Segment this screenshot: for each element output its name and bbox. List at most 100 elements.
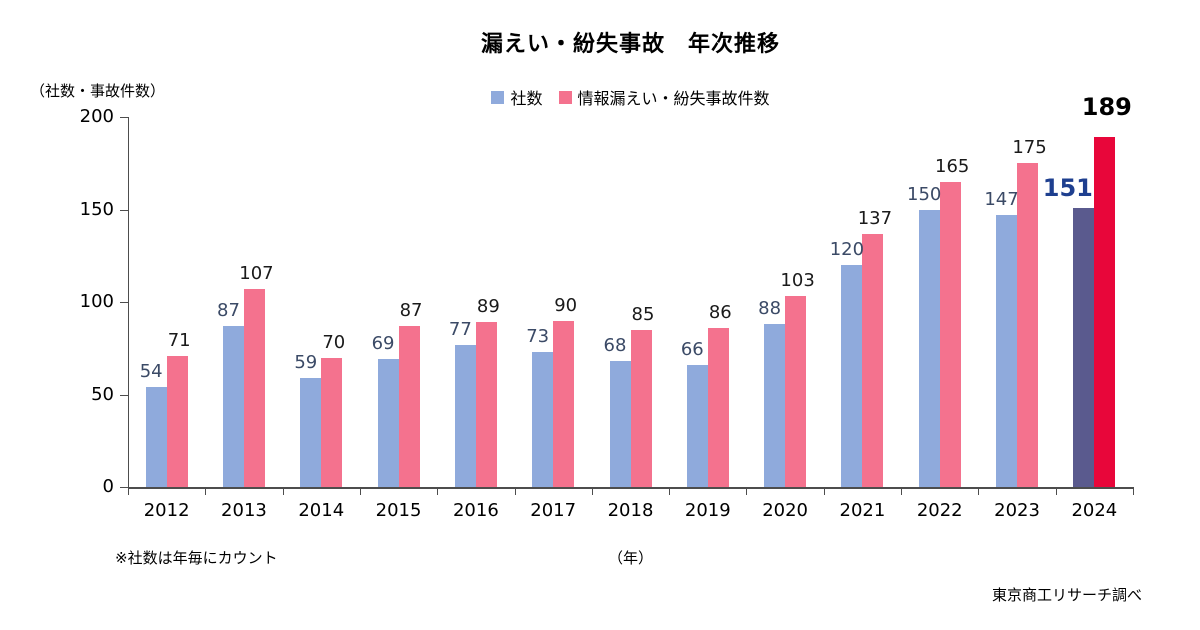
bar-value-label-2023: 175 <box>1012 137 1047 159</box>
bar-社数-2018 <box>609 361 631 487</box>
bar-社数-2017 <box>532 351 554 487</box>
bar-value-label-2018: 68 <box>603 335 627 357</box>
bar-情報漏えい・紛失事故件数-2014 <box>321 357 343 487</box>
bar-社数-2015 <box>377 359 399 487</box>
x-category-label-2013: 2013 <box>221 500 267 521</box>
bar-社数-2020 <box>764 324 786 487</box>
bar-value-label-2016: 89 <box>476 296 500 318</box>
legend-label-companies: 社数 <box>510 89 543 108</box>
x-axis-tick <box>1133 489 1134 495</box>
x-axis-tick <box>746 489 748 495</box>
x-axis-line <box>128 487 1134 489</box>
x-axis-unit-label: （年） <box>607 549 653 567</box>
x-axis-tick <box>1055 489 1057 495</box>
legend-swatch-companies-icon <box>491 90 505 104</box>
bar-value-label-2021: 137 <box>857 207 893 229</box>
y-axis-line <box>128 117 129 487</box>
bar-情報漏えい・紛失事故件数-2021 <box>862 233 884 487</box>
x-category-label-2024: 2024 <box>1071 500 1118 521</box>
x-axis-tick <box>437 489 439 495</box>
x-category-label-2021: 2021 <box>839 500 886 521</box>
x-category-label-2020: 2020 <box>762 500 809 521</box>
legend-swatch-incidents-icon <box>558 90 572 104</box>
chart-footnote: ※社数は年毎にカウント <box>115 549 278 567</box>
y-tick-label: 100 <box>79 291 114 312</box>
bar-社数-2022 <box>918 209 940 487</box>
bar-value-label-2022: 150 <box>907 183 942 205</box>
x-category-label-2022: 2022 <box>916 500 963 521</box>
y-tick-label: 50 <box>91 383 114 405</box>
bar-社数-2016 <box>454 344 476 487</box>
x-axis-tick <box>282 489 284 495</box>
bar-value-label-2019: 66 <box>680 338 704 360</box>
bar-情報漏えい・紛失事故件数-2023 <box>1017 163 1039 487</box>
bar-value-label-2014: 59 <box>294 351 318 373</box>
x-axis-tick <box>591 489 593 495</box>
bar-社数-2014 <box>300 377 322 487</box>
bar-情報漏えい・紛失事故件数-2015 <box>398 326 420 487</box>
bar-value-label-2019: 86 <box>708 301 732 323</box>
bar-value-label-2024: 189 <box>1081 93 1132 122</box>
bar-value-label-2022: 165 <box>935 155 970 177</box>
bar-情報漏えい・紛失事故件数-2022 <box>939 181 961 487</box>
bar-value-label-2014: 70 <box>322 331 346 353</box>
x-axis-tick <box>359 489 361 495</box>
bar-value-label-2015: 87 <box>399 300 423 322</box>
legend-item-companies: 社数 <box>491 85 543 109</box>
bar-情報漏えい・紛失事故件数-2020 <box>785 296 807 487</box>
bar-value-label-2013: 107 <box>239 263 274 285</box>
y-axis-unit-label: （社数・事故件数） <box>30 82 166 100</box>
x-category-label-2018: 2018 <box>607 500 654 521</box>
x-axis-tick <box>901 489 903 495</box>
bar-value-label-2017: 90 <box>554 294 578 316</box>
y-tick-label: 150 <box>79 198 114 220</box>
bar-value-label-2013: 87 <box>217 300 240 322</box>
x-category-label-2012: 2012 <box>143 500 190 521</box>
bar-社数-2013 <box>222 326 244 487</box>
bar-情報漏えい・紛失事故件数-2017 <box>553 320 575 487</box>
bar-社数-2023 <box>996 215 1018 487</box>
x-category-label-2014: 2014 <box>298 500 345 521</box>
bar-value-label-2023: 147 <box>984 189 1019 211</box>
x-axis-tick <box>978 489 980 495</box>
y-axis-tick <box>120 487 128 488</box>
x-category-label-2017: 2017 <box>530 500 577 521</box>
bar-value-label-2018: 85 <box>631 303 655 325</box>
x-axis-tick <box>823 489 825 495</box>
x-category-label-2015: 2015 <box>375 500 422 521</box>
bar-情報漏えい・紛失事故件数-2016 <box>475 322 497 487</box>
bar-情報漏えい・紛失事故件数-2013 <box>243 289 265 487</box>
x-category-label-2019: 2019 <box>684 500 731 521</box>
bar-社数-2024 <box>1073 207 1095 487</box>
bar-value-label-2015: 69 <box>371 333 395 355</box>
y-tick-label: 200 <box>79 106 114 127</box>
bar-社数-2021 <box>841 265 863 487</box>
bar-value-label-2012: 71 <box>167 329 191 351</box>
y-axis-tick <box>120 117 128 118</box>
legend-label-incidents: 情報漏えい・紛失事故件数 <box>577 89 770 108</box>
bar-value-label-2021: 120 <box>829 239 865 260</box>
bar-value-label-2016: 77 <box>448 318 472 340</box>
x-category-label-2016: 2016 <box>452 500 499 521</box>
bar-value-label-2020: 88 <box>758 298 782 320</box>
bar-value-label-2012: 54 <box>139 361 163 383</box>
bar-情報漏えい・紛失事故件数-2018 <box>630 329 652 487</box>
x-axis-tick <box>669 489 671 495</box>
bar-社数-2019 <box>686 364 708 487</box>
bar-情報漏えい・紛失事故件数-2019 <box>707 327 729 487</box>
source-credit: 東京商工リサーチ調べ <box>991 586 1142 604</box>
x-axis-tick <box>514 489 516 495</box>
bar-情報漏えい・紛失事故件数-2024 <box>1094 137 1116 487</box>
y-axis-tick <box>120 209 128 211</box>
legend-item-incidents: 情報漏えい・紛失事故件数 <box>558 85 770 109</box>
y-axis-tick <box>120 302 128 303</box>
x-axis-tick <box>128 489 129 495</box>
x-category-label-2023: 2023 <box>994 500 1040 521</box>
bar-社数-2012 <box>145 387 167 487</box>
x-axis-tick <box>205 489 207 495</box>
y-tick-label: 0 <box>102 476 114 497</box>
bar-情報漏えい・紛失事故件数-2012 <box>166 355 188 487</box>
legend: 社数 情報漏えい・紛失事故件数 <box>128 85 1133 109</box>
